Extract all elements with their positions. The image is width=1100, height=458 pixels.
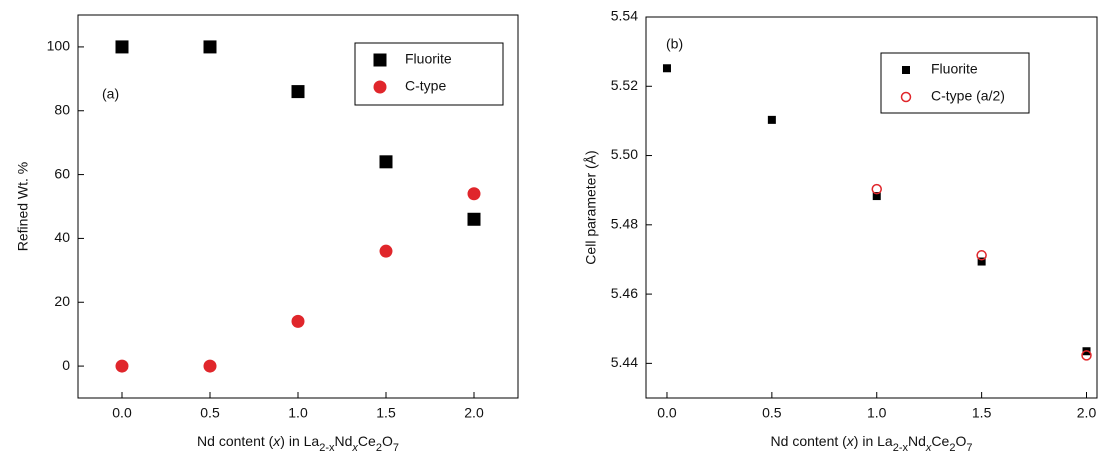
legend-marker xyxy=(373,80,387,94)
y-tick-label: 5.50 xyxy=(611,146,638,162)
x-axis-label-part: Ce xyxy=(358,433,376,449)
y-tick-label: 5.48 xyxy=(611,216,638,232)
marker-square xyxy=(977,257,986,266)
legend-label: Fluorite xyxy=(931,61,978,77)
x-tick-label: 1.0 xyxy=(288,405,308,421)
marker-square xyxy=(115,40,129,54)
y-tick-label: 0 xyxy=(62,357,70,373)
y-axis-label: Cell parameter (Å) xyxy=(583,150,599,264)
x-axis-label-part: 2 xyxy=(949,442,955,454)
x-axis-label-part: x xyxy=(272,433,281,449)
marker-square xyxy=(662,64,671,73)
x-tick-label: 0.0 xyxy=(657,405,677,421)
y-tick-label: 80 xyxy=(54,101,70,117)
marker-square xyxy=(379,155,393,169)
x-axis-label-part: O xyxy=(382,433,393,449)
x-axis-label-part: Nd xyxy=(335,433,353,449)
marker-square xyxy=(291,85,305,99)
x-tick-label: 1.0 xyxy=(867,405,887,421)
marker-square xyxy=(203,40,217,54)
x-axis-label-part: ) in La xyxy=(854,433,893,449)
x-axis-label-part: O xyxy=(955,433,966,449)
y-axis-label: Refined Wt. % xyxy=(15,162,31,251)
x-axis-label-part: Nd content ( xyxy=(771,433,848,449)
marker-circle xyxy=(115,359,129,373)
legend-label: C-type (a/2) xyxy=(931,88,1005,104)
x-axis-label-part: x xyxy=(925,442,932,454)
x-tick-label: 0.0 xyxy=(112,405,132,421)
legend-marker xyxy=(900,91,912,103)
x-axis-label-part: Ce xyxy=(931,433,949,449)
marker-circle xyxy=(467,187,481,201)
legend-box xyxy=(354,42,504,106)
x-tick-label: 0.5 xyxy=(200,405,220,421)
y-tick-label: 100 xyxy=(47,38,71,54)
x-tick-label: 1.5 xyxy=(376,405,396,421)
panel-label: (a) xyxy=(102,86,119,102)
legend-box xyxy=(880,52,1030,114)
x-axis-label: Nd content (x) in La2-xNdxCe2O7 xyxy=(197,433,399,454)
x-axis-label-part: 2-x xyxy=(893,442,909,454)
marker-square xyxy=(467,212,481,226)
x-axis-label-part: Nd content ( xyxy=(197,433,274,449)
x-axis-label-part: 2-x xyxy=(319,442,335,454)
marker-circle xyxy=(976,250,987,261)
x-tick-label: 2.0 xyxy=(464,405,484,421)
y-tick-label: 40 xyxy=(54,229,70,245)
y-tick-label: 60 xyxy=(54,165,70,181)
plot-frame xyxy=(645,16,1098,399)
x-axis-label-part: 7 xyxy=(966,442,972,454)
x-axis-label: Nd content (x) in La2-xNdxCe2O7 xyxy=(771,433,973,454)
x-tick-label: 2.0 xyxy=(1077,405,1097,421)
legend-label: C-type xyxy=(405,78,446,94)
x-axis-label-part: x xyxy=(846,433,855,449)
marker-circle xyxy=(1081,350,1092,361)
x-axis-label-part: x xyxy=(351,442,358,454)
x-tick-label: 1.5 xyxy=(972,405,992,421)
x-axis-label-part: 7 xyxy=(393,442,399,454)
x-tick-label: 0.5 xyxy=(762,405,782,421)
marker-circle xyxy=(203,359,217,373)
y-tick-label: 5.46 xyxy=(611,285,638,301)
marker-square xyxy=(767,115,776,124)
x-axis-label-part: 2 xyxy=(376,442,382,454)
x-axis-label-part: Nd xyxy=(908,433,926,449)
panel-label: (b) xyxy=(666,36,683,52)
y-tick-label: 5.54 xyxy=(611,8,638,24)
legend-label: Fluorite xyxy=(405,51,452,67)
marker-square xyxy=(872,192,881,201)
y-tick-label: 5.44 xyxy=(611,354,638,370)
legend-marker xyxy=(373,53,387,67)
marker-circle xyxy=(379,244,393,258)
x-axis-label-part: ) in La xyxy=(280,433,319,449)
marker-circle xyxy=(871,183,882,195)
y-tick-label: 5.52 xyxy=(611,77,638,93)
legend-marker xyxy=(902,66,910,74)
y-tick-label: 20 xyxy=(54,293,70,309)
marker-circle xyxy=(291,314,305,328)
